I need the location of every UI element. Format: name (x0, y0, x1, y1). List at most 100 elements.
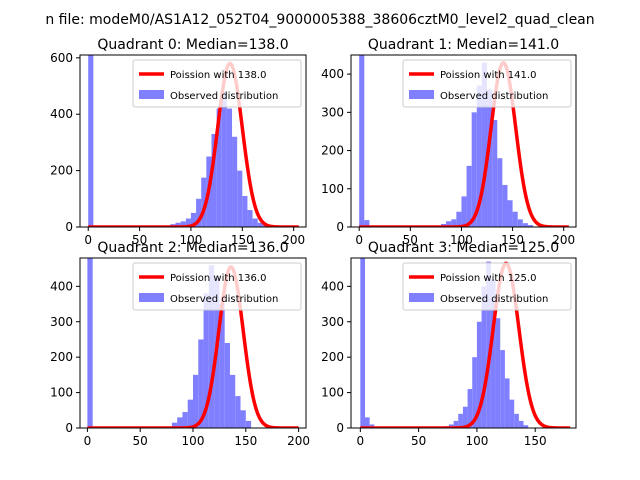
y-tick-label: 200 (321, 350, 344, 364)
legend-box (402, 59, 572, 108)
y-tick-label: 400 (50, 107, 73, 121)
histogram-bar (517, 219, 523, 227)
histogram-bar (257, 222, 263, 227)
histogram-bar (502, 184, 508, 227)
histogram-bar (472, 357, 477, 428)
subplot-quadrant-3: 0 50 100 150 0 100 200 300 400 Quadrant 3: Median… (321, 240, 577, 448)
legend-hist-swatch (139, 90, 164, 99)
histogram-bar (235, 396, 241, 428)
histogram-bar (487, 89, 493, 227)
legend-box (132, 262, 302, 311)
y-tick-label: 0 (65, 220, 73, 234)
y-tick-label: 0 (336, 421, 344, 435)
subplot-quadrant-0: 0 50 100 150 200 0 200 400 600 Quadrant 0: Median… (50, 37, 307, 247)
x-tick-label: 0 (84, 434, 92, 448)
y-tick-label: 0 (65, 421, 73, 435)
legend-box (402, 262, 572, 311)
histogram-bar (476, 321, 482, 428)
figure-title: n file: modeM0/AS1A12_052T04_9000005388_… (45, 12, 594, 28)
histogram-bar (360, 258, 365, 428)
y-tick-label: 0 (336, 220, 344, 234)
histogram-bar (245, 420, 252, 428)
histogram-bar (252, 218, 258, 227)
histogram-bar (527, 225, 534, 227)
x-tick-label: 50 (411, 434, 426, 448)
histogram-bar (456, 211, 462, 227)
histogram-bar (185, 218, 191, 227)
histogram-bar (461, 196, 467, 227)
histogram-bar (462, 406, 468, 428)
legend-hist-label: Observed distribution (170, 91, 278, 102)
histogram-bar (203, 293, 209, 428)
x-tick-label: 100 (450, 233, 473, 247)
histogram-bar (221, 91, 227, 227)
histogram-bar (476, 85, 482, 227)
x-tick-label: 100 (182, 434, 205, 448)
histogram-bar (216, 108, 222, 227)
histogram-bar (224, 343, 230, 428)
y-tick-label: 300 (321, 315, 344, 329)
histogram-bar (451, 219, 457, 227)
histogram-bar (522, 223, 528, 227)
poisson-curve (86, 61, 301, 227)
y-tick-label: 100 (321, 386, 344, 400)
x-tick-label: 0 (84, 233, 92, 247)
histogram-bar (500, 350, 505, 428)
histogram-bar (190, 212, 197, 227)
legend: Poission with 136.0 Observed distribution (132, 262, 302, 311)
histogram-bar (507, 200, 513, 227)
axes-frame (350, 54, 577, 228)
legend-hist-label: Observed distribution (440, 91, 548, 102)
subplot-title: Quadrant 3: Median=125.0 (368, 240, 559, 256)
histogram-bar (211, 133, 217, 227)
y-tick-label: 400 (321, 279, 344, 293)
y-tick-label: 100 (321, 182, 344, 196)
histogram-bar (237, 170, 243, 227)
x-tick-label: 150 (524, 434, 547, 448)
legend-hist-swatch (139, 293, 164, 302)
legend-line-label: Poission with 136.0 (170, 273, 266, 284)
subplot-quadrant-2: 0 50 100 150 200 0 100 200 300 400 Quadrant 2: Med… (50, 240, 310, 448)
histogram-bar (88, 55, 94, 227)
legend-box (132, 59, 302, 108)
subplot-title: Quadrant 0: Median=138.0 (97, 37, 288, 53)
y-tick-label: 100 (50, 386, 73, 400)
histogram-bar (453, 420, 459, 428)
histogram-bar (226, 108, 233, 227)
x-tick-label: 100 (465, 434, 488, 448)
x-tick-label: 50 (403, 233, 418, 247)
x-tick-label: 0 (357, 434, 365, 448)
histogram-bar (509, 399, 515, 428)
legend-hist-swatch (409, 90, 434, 99)
histogram-bar (171, 422, 178, 428)
legend-line-label: Poission with 125.0 (440, 273, 536, 284)
plot-area (359, 258, 572, 428)
y-tick-label: 200 (321, 144, 344, 158)
histogram-bar (481, 62, 488, 227)
histogram-bar (364, 417, 370, 428)
histogram-bar (490, 279, 496, 428)
histogram-bar (495, 318, 501, 428)
legend: Poission with 138.0 Observed distribution (132, 59, 302, 108)
axes-frame (350, 257, 577, 429)
histogram-bar (359, 55, 365, 227)
histogram-bar (458, 413, 463, 428)
plot-area (86, 55, 301, 227)
histogram-bar (242, 195, 248, 227)
histogram-bar (180, 221, 186, 227)
y-tick-label: 300 (321, 105, 344, 119)
y-tick-label: 400 (321, 67, 344, 81)
histogram-bar (446, 221, 452, 227)
x-tick-label: 0 (355, 233, 363, 247)
histogram-bar (208, 265, 215, 428)
x-tick-label: 200 (282, 233, 305, 247)
y-tick-label: 200 (50, 164, 73, 178)
histogram-bar (369, 424, 375, 428)
x-tick-label: 50 (132, 233, 147, 247)
histogram-bar (187, 399, 193, 428)
histogram-bar (512, 211, 518, 227)
histogram-bar (467, 389, 473, 428)
legend-line-label: Poission with 138.0 (170, 70, 266, 81)
histogram-bar (497, 158, 503, 227)
